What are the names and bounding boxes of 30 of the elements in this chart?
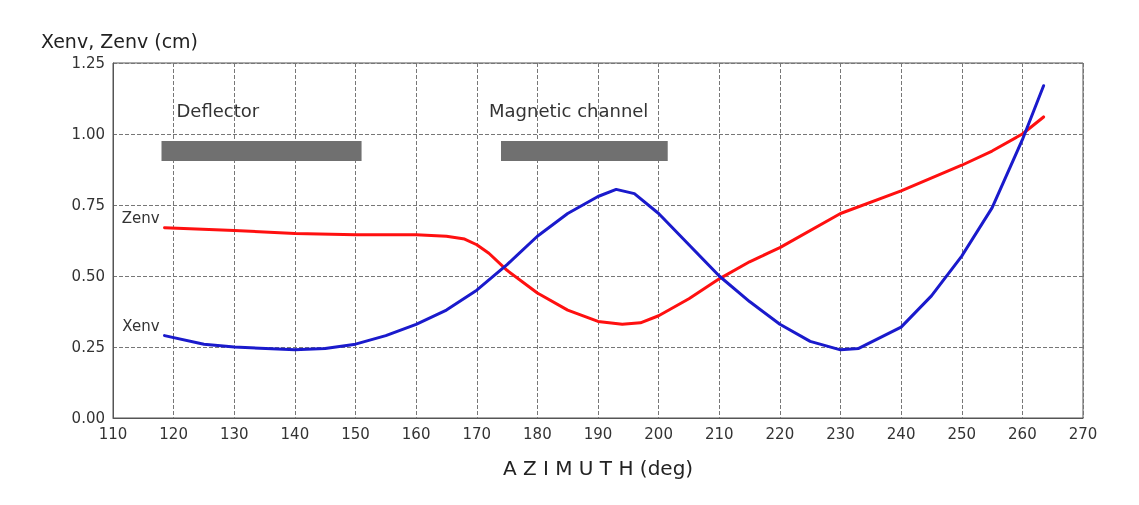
- x-tick-label: 200: [644, 424, 673, 443]
- series-label: Zenv: [121, 208, 160, 227]
- x-tick-label: 190: [583, 424, 613, 443]
- x-tick-label: 170: [462, 424, 492, 443]
- x-tick-label: 120: [159, 424, 188, 443]
- y-tick-label: 1.25: [71, 54, 105, 72]
- series-label: Xenv: [122, 316, 160, 335]
- x-tick-label: 150: [341, 424, 370, 443]
- x-tick-label: 220: [765, 424, 795, 443]
- y-tick-label: 0.00: [71, 409, 105, 427]
- x-tick-label: 210: [704, 424, 734, 443]
- y-tick-label: 0.50: [71, 267, 105, 285]
- band-label: Deflector: [176, 99, 260, 121]
- x-tick-label: 240: [886, 424, 916, 443]
- x-tick-label: 110: [98, 424, 128, 443]
- y-tick-label: 1.00: [71, 125, 105, 143]
- y-tick-label: 0.25: [71, 338, 105, 356]
- x-tick-label: 180: [523, 424, 552, 443]
- y-axis-title: Xenv, Zenv (cm): [41, 29, 199, 52]
- line-series: [163, 84, 1046, 352]
- x-tick-label: 270: [1068, 424, 1098, 443]
- x-tick-label: 250: [947, 424, 977, 443]
- band-label: Magnetic channel: [489, 99, 649, 121]
- x-axis-title: A Z I M U T H (deg): [502, 456, 694, 480]
- x-tick-label: 140: [280, 424, 310, 443]
- y-tick-label: 0.75: [71, 196, 105, 214]
- x-tick-label: 130: [219, 424, 249, 443]
- x-tick-label: 230: [826, 424, 855, 443]
- x-tick-label: 260: [1008, 424, 1037, 443]
- x-tick-label: 160: [401, 424, 431, 443]
